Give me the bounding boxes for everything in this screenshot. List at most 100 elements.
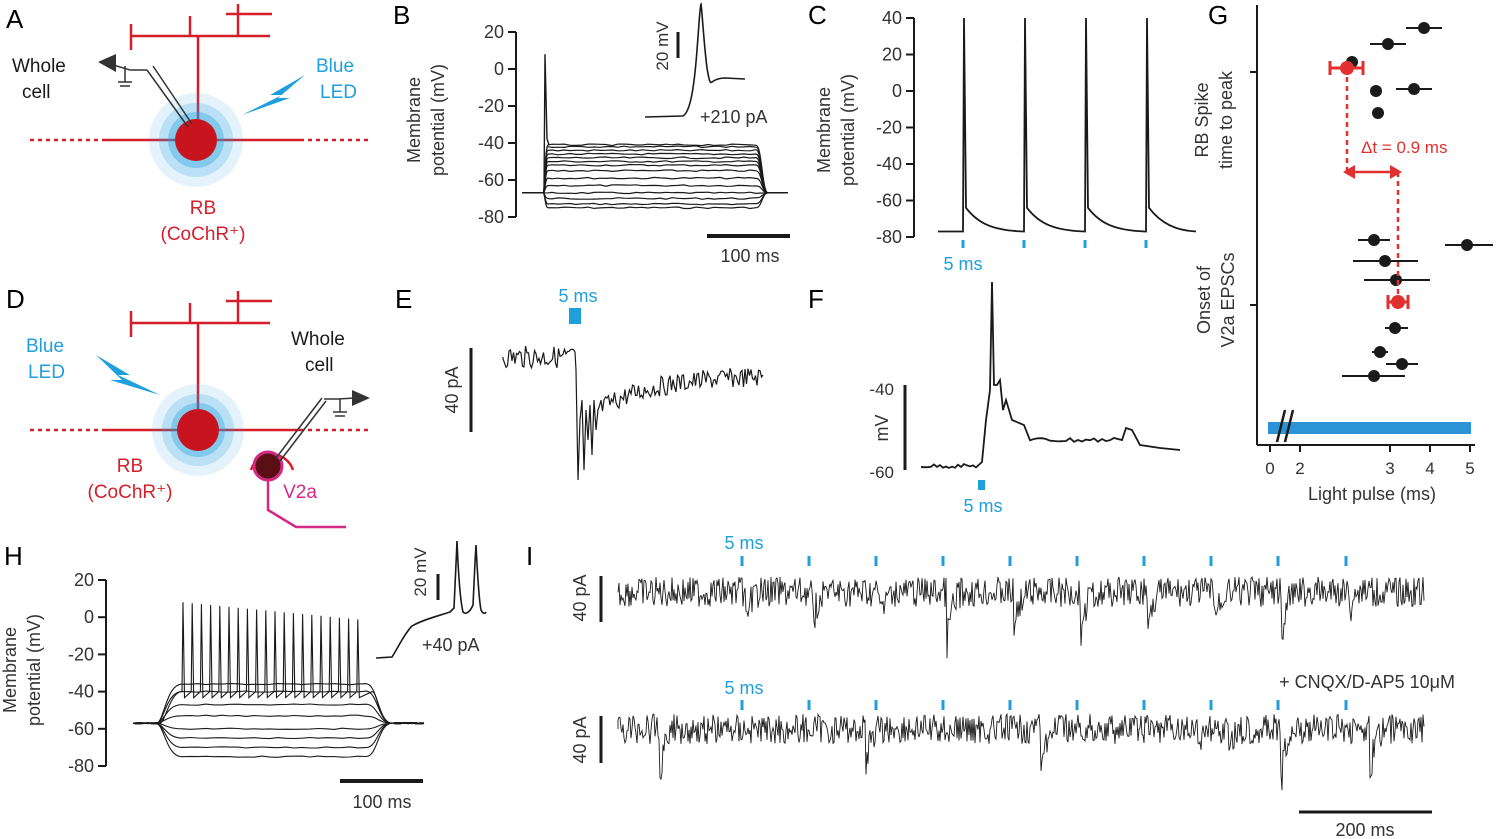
panel-a: A Whole cell Bl [6, 4, 370, 245]
data-point [1389, 322, 1401, 334]
y-tick-label: -60 [869, 463, 894, 482]
panel-letter: I [526, 541, 533, 571]
led-label-line2: LED [320, 82, 357, 103]
step-trace [522, 192, 788, 200]
data-point [1390, 274, 1402, 286]
panel-c: C Membrane potential (mV) 40 20 0 -20 -40 -60… [808, 0, 1197, 274]
y-axis-label: mV [872, 415, 892, 442]
y-axis-label-line1: Membrane [404, 77, 424, 163]
stimulus-tick [1276, 700, 1280, 710]
stimulus-markers-bottom [740, 700, 1348, 710]
stimulus-tick [740, 700, 744, 710]
panel-i: I 5 ms 40 pA 5 ms + CNQX/D-AP5 10μM 40 p… [526, 533, 1455, 839]
recording-electrode [98, 54, 193, 128]
panel-letter: D [6, 284, 25, 314]
inset-current-label: +210 pA [700, 107, 768, 127]
data-point [1382, 38, 1394, 50]
data-point [1372, 107, 1384, 119]
y-axis-label-line2: potential (mV) [428, 64, 448, 176]
panel-d: D Blue [6, 284, 370, 529]
y-axis: 20 0 -20 -40 -60 -80 [68, 570, 107, 776]
time-scale-label: 100 ms [352, 792, 411, 812]
data-point [1418, 22, 1430, 34]
axis-break-marks [1275, 409, 1295, 443]
current-scale-label: 40 pA [442, 366, 462, 413]
stimulus-label: 5 ms [558, 286, 597, 306]
lightning-bolt-icon [242, 75, 305, 115]
x-axis-ticks: 0 2 3 4 5 [1265, 445, 1475, 478]
data-point [1368, 370, 1380, 382]
y-tick-label: -20 [876, 118, 902, 138]
x-tick-label: 4 [1425, 459, 1434, 478]
step-trace [522, 191, 788, 195]
v2a-axon [266, 480, 346, 529]
inset-current-label: +40 pA [422, 635, 480, 655]
epsc-train-blocked [617, 712, 1425, 791]
stimulus-tick [1075, 556, 1079, 566]
led-label-line2: LED [28, 362, 65, 383]
stimulus-marker [978, 480, 985, 490]
time-scale-label: 200 ms [1335, 820, 1394, 839]
y-tick-label: 20 [882, 45, 902, 65]
stimulus-markers-top [740, 556, 1348, 566]
panel-letter: H [4, 541, 23, 571]
y-label-bottom-line1: Onset of [1194, 265, 1214, 334]
y-tick-label: -20 [478, 96, 504, 116]
step-trace [522, 176, 788, 194]
y-tick-label: -40 [68, 682, 94, 702]
panel-g: G RB Spike time to peak Onset of V2a EPS… [1192, 0, 1493, 504]
y-axis-label-line1: Membrane [814, 87, 834, 173]
y-label-bottom-line2: V2a EPSCs [1218, 252, 1238, 347]
stimulus-tick [1344, 700, 1348, 710]
stimulus-tick [961, 240, 965, 248]
y-axis: 40 20 0 -20 -40 -60 -80 [876, 8, 915, 247]
panel-letter: G [1208, 0, 1228, 30]
recording-label-line1: Whole [12, 56, 66, 77]
stimulus-tick [1344, 556, 1348, 566]
panel-letter: F [808, 284, 824, 314]
cell-label-line2: (CoChR⁺) [88, 482, 173, 503]
step-trace [522, 152, 788, 194]
y-tick-label: 20 [484, 22, 504, 42]
step-trace [522, 143, 788, 194]
drug-label: + CNQX/D-AP5 10μM [1279, 672, 1455, 692]
step-trace [522, 160, 788, 194]
y-tick-label: -80 [478, 207, 504, 227]
recording-label-line2: cell [305, 355, 334, 376]
recording-label-line1: Whole [291, 329, 345, 350]
delta-t-annotation: Δt = 0.9 ms [1343, 68, 1447, 302]
stimulus-tick [1209, 700, 1213, 710]
stimulus-tick [1022, 240, 1026, 248]
step-trace [522, 145, 788, 194]
stimulus-tick [874, 556, 878, 566]
spike-inset: 20 mV +40 pA [375, 540, 487, 659]
x-tick-label: 3 [1385, 459, 1394, 478]
stimulus-tick [941, 556, 945, 566]
inset-spike-trace [375, 540, 487, 659]
recording-label-line2: cell [22, 82, 51, 103]
y-tick-label: -60 [876, 191, 902, 211]
current-scale-label-top: 40 pA [570, 574, 590, 621]
x-tick-label: 5 [1465, 459, 1474, 478]
stimulus-tick [941, 700, 945, 710]
y-tick-label: -40 [869, 380, 894, 399]
panel-f: F -40 -60 mV 5 ms [808, 281, 1181, 516]
x-tick-label: 0 [1265, 459, 1274, 478]
v2a-response-trace [921, 281, 1181, 469]
lightning-bolt-icon [96, 355, 160, 395]
current-scale-label-bottom: 40 pA [570, 716, 590, 763]
panel-letter: E [395, 284, 412, 314]
led-label-line1: Blue [316, 56, 354, 77]
stimulus-label-top: 5 ms [724, 533, 763, 553]
data-point [1396, 358, 1408, 370]
y-tick-label: -20 [68, 644, 94, 664]
stimulus-tick [1083, 240, 1087, 248]
panel-e: E 5 ms 40 pA [395, 284, 764, 481]
data-point [1368, 234, 1380, 246]
panel-h: H Membrane potential (mV) 20 0 -20 -40 -60 -8… [0, 540, 487, 812]
stimulus-marker [569, 308, 581, 324]
spike-inset: 20 mV +210 pA [644, 2, 768, 127]
data-point [1461, 239, 1473, 251]
stimulus-tick [1144, 240, 1148, 248]
